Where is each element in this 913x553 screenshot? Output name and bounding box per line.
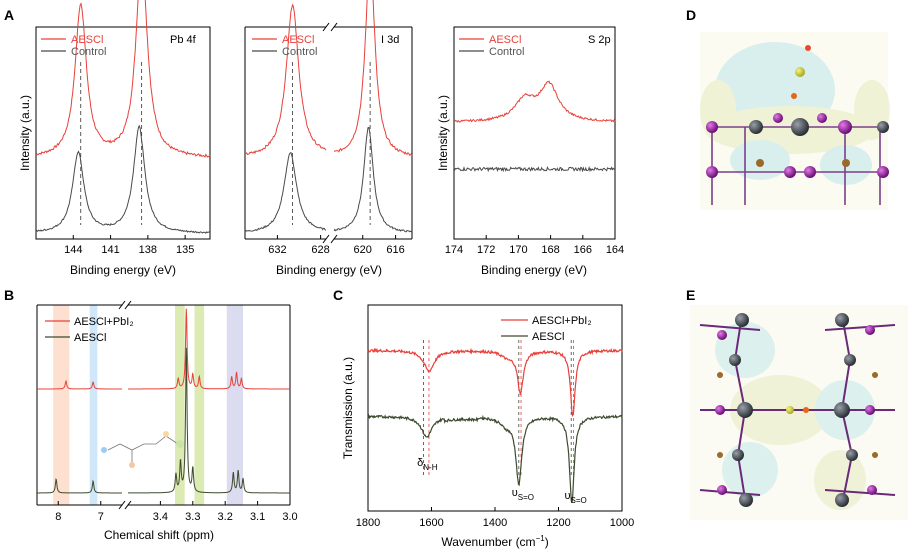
highlight-band	[226, 305, 244, 505]
x-tick-label: 1400	[483, 517, 507, 529]
highlight-band	[174, 305, 185, 505]
series-line-control	[244, 151, 327, 233]
axis-break-mark	[330, 234, 338, 244]
series-line-aescl	[128, 347, 290, 494]
x-tick-label: 174	[445, 244, 463, 256]
element-label: I 3d	[381, 34, 399, 46]
xps-i3d-chart: 632 628 620 616 I 3d AESCl Control Binding …	[244, 0, 413, 277]
x-tick-label: 164	[606, 244, 624, 256]
x-axis-title: Binding energy (eV)	[276, 263, 382, 277]
x-tick-label: 172	[477, 244, 495, 256]
axis-break-mark	[322, 234, 330, 244]
element-label: S 2p	[588, 34, 611, 46]
axis-break-mark	[124, 500, 132, 510]
axis-break-mark	[330, 22, 338, 32]
axis-break-mark	[124, 300, 132, 310]
x-tick-label: 7	[98, 511, 104, 523]
series-line-complex	[37, 379, 122, 390]
x-tick-label: 168	[541, 244, 559, 256]
plot-frame	[453, 26, 616, 240]
series-line-aescl	[244, 3, 327, 156]
series-line-aescl	[37, 477, 122, 494]
series-line-complex	[128, 308, 290, 390]
legend-label-aescl: AESCl	[489, 34, 521, 46]
axis-break-mark	[118, 500, 126, 510]
highlight-band	[89, 305, 98, 505]
x-axis-title: Binding energy (eV)	[481, 263, 587, 277]
x-axis-title: Chemical shift (ppm)	[104, 528, 214, 542]
series-line-control	[35, 124, 211, 235]
axis-break-mark	[322, 22, 330, 32]
x-tick-label: 135	[176, 244, 194, 256]
legend-label-aescl: AESCl	[282, 34, 314, 46]
legend-label-complex: AESCl+PbI₂	[532, 315, 592, 327]
axis-break-mark	[118, 300, 126, 310]
x-axis-title: Wavenumber (cm−1)	[441, 534, 548, 549]
peak-annotation: υS=O	[512, 487, 534, 502]
series-line-aescl	[334, 0, 413, 156]
series-line-control	[453, 165, 616, 173]
xps-pb4f-chart: 144 141 138 135 Pb 4f AESCl Control Binding…	[18, 0, 211, 277]
x-tick-label: 166	[574, 244, 592, 256]
panel-letter-e: E	[686, 287, 695, 303]
legend-label-control: Control	[489, 46, 524, 58]
peak-annotation: δN-H	[417, 457, 438, 472]
panel-letter-b: B	[4, 287, 14, 303]
highlight-band	[194, 305, 205, 505]
atoms	[715, 313, 878, 507]
x-tick-label: 628	[311, 244, 329, 256]
x-tick-label: 632	[268, 244, 286, 256]
x-tick-label: 138	[139, 244, 157, 256]
series-line-aescl	[367, 413, 623, 503]
x-tick-label: 3.0	[282, 511, 297, 523]
charge-density-structure-d	[700, 32, 890, 210]
isosurface-blobs	[700, 42, 890, 185]
x-tick-label: 1000	[610, 517, 634, 529]
x-tick-label: 3.2	[218, 511, 233, 523]
nmr-chart: 8 7 3.4 3.3 3.2 3.1 3.0 AESCl+PbI₂ AESCl Chemi…	[36, 300, 298, 542]
legend-label-aescl: AESCl	[74, 332, 106, 344]
x-tick-label: 3.3	[185, 511, 200, 523]
legend-label-control: Control	[71, 46, 106, 58]
plot-frame	[367, 304, 623, 512]
y-axis-title: Transmission (a.u.)	[341, 357, 355, 459]
y-axis-title: Intensity (a.u.)	[436, 95, 450, 171]
x-tick-label: 170	[509, 244, 527, 256]
series-line-control	[333, 126, 413, 233]
ftir-chart: 1800 1600 1400 1200 1000 δN-H υS=O υS=O AESCl+…	[341, 304, 634, 549]
legend-label-control: Control	[282, 46, 317, 58]
x-tick-label: 141	[101, 244, 119, 256]
x-tick-label: 1600	[419, 517, 443, 529]
xps-s2p-chart: 174 172 170 168 166 164 S 2p AESCl Control Bi…	[436, 26, 624, 277]
x-tick-label: 8	[55, 511, 61, 523]
panel-letter-a: A	[4, 7, 14, 23]
peak-annotation: υS=O	[564, 490, 586, 505]
x-tick-label: 616	[386, 244, 404, 256]
legend-label-aescl: AESCl	[532, 331, 564, 343]
legend-label-aescl: AESCl	[71, 34, 103, 46]
plot-frame	[35, 26, 211, 240]
x-tick-label: 1200	[546, 517, 570, 529]
highlight-band	[53, 305, 70, 505]
x-tick-label: 3.1	[250, 511, 265, 523]
legend-label-complex: AESCl+PbI₂	[74, 316, 134, 328]
x-tick-label: 3.4	[153, 511, 168, 523]
molecule-structure-inset	[101, 431, 184, 468]
panel-letter-d: D	[686, 7, 696, 23]
series-line-aescl	[453, 80, 616, 123]
atoms	[706, 45, 889, 178]
y-axis-title: Intensity (a.u.)	[18, 95, 32, 171]
x-tick-label: 1800	[356, 517, 380, 529]
panel-letter-c: C	[333, 287, 343, 303]
x-tick-label: 144	[64, 244, 82, 256]
charge-density-structure-e	[690, 305, 908, 520]
series-line-aescl	[35, 0, 211, 158]
element-label: Pb 4f	[170, 34, 197, 46]
x-tick-label: 620	[354, 244, 372, 256]
series-line-complex	[367, 347, 623, 418]
x-axis-title: Binding energy (eV)	[70, 263, 176, 277]
